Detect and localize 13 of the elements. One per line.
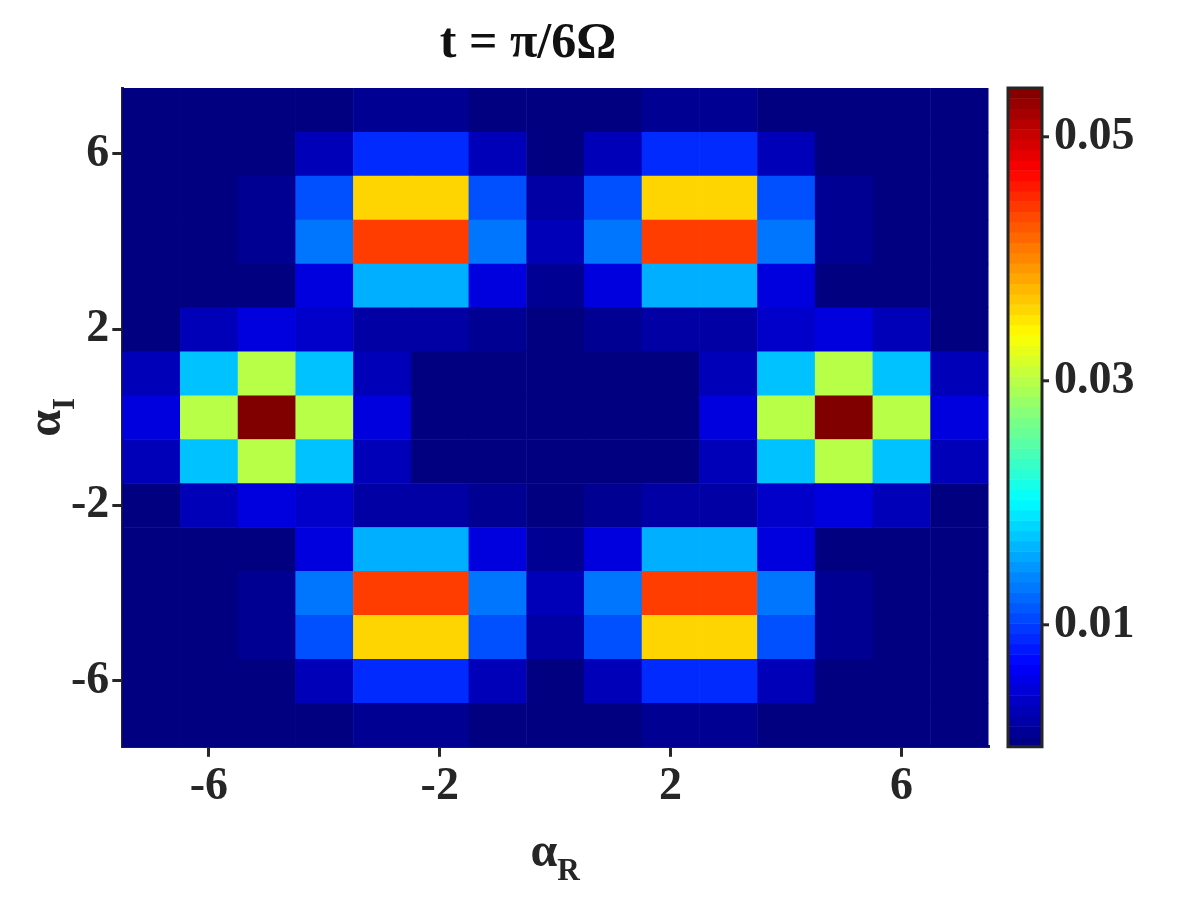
y-axis-title: αI — [17, 397, 82, 437]
color-bar-label: 0.05 — [1054, 107, 1135, 159]
x-tick-label: 2 — [659, 758, 683, 810]
x-tick-label: -6 — [189, 758, 229, 810]
y-tick-label: -6 — [70, 651, 110, 703]
y-tick-label: 2 — [86, 300, 110, 352]
color-bar-label: 0.01 — [1054, 595, 1135, 647]
y-tick-label: 6 — [86, 124, 110, 176]
chart-title: t = π/6Ω — [439, 11, 617, 68]
x-tick-label: 6 — [889, 758, 913, 810]
color-bar-label: 0.03 — [1054, 351, 1135, 403]
x-tick-label: -2 — [420, 758, 459, 810]
y-tick-label: -2 — [70, 476, 110, 528]
